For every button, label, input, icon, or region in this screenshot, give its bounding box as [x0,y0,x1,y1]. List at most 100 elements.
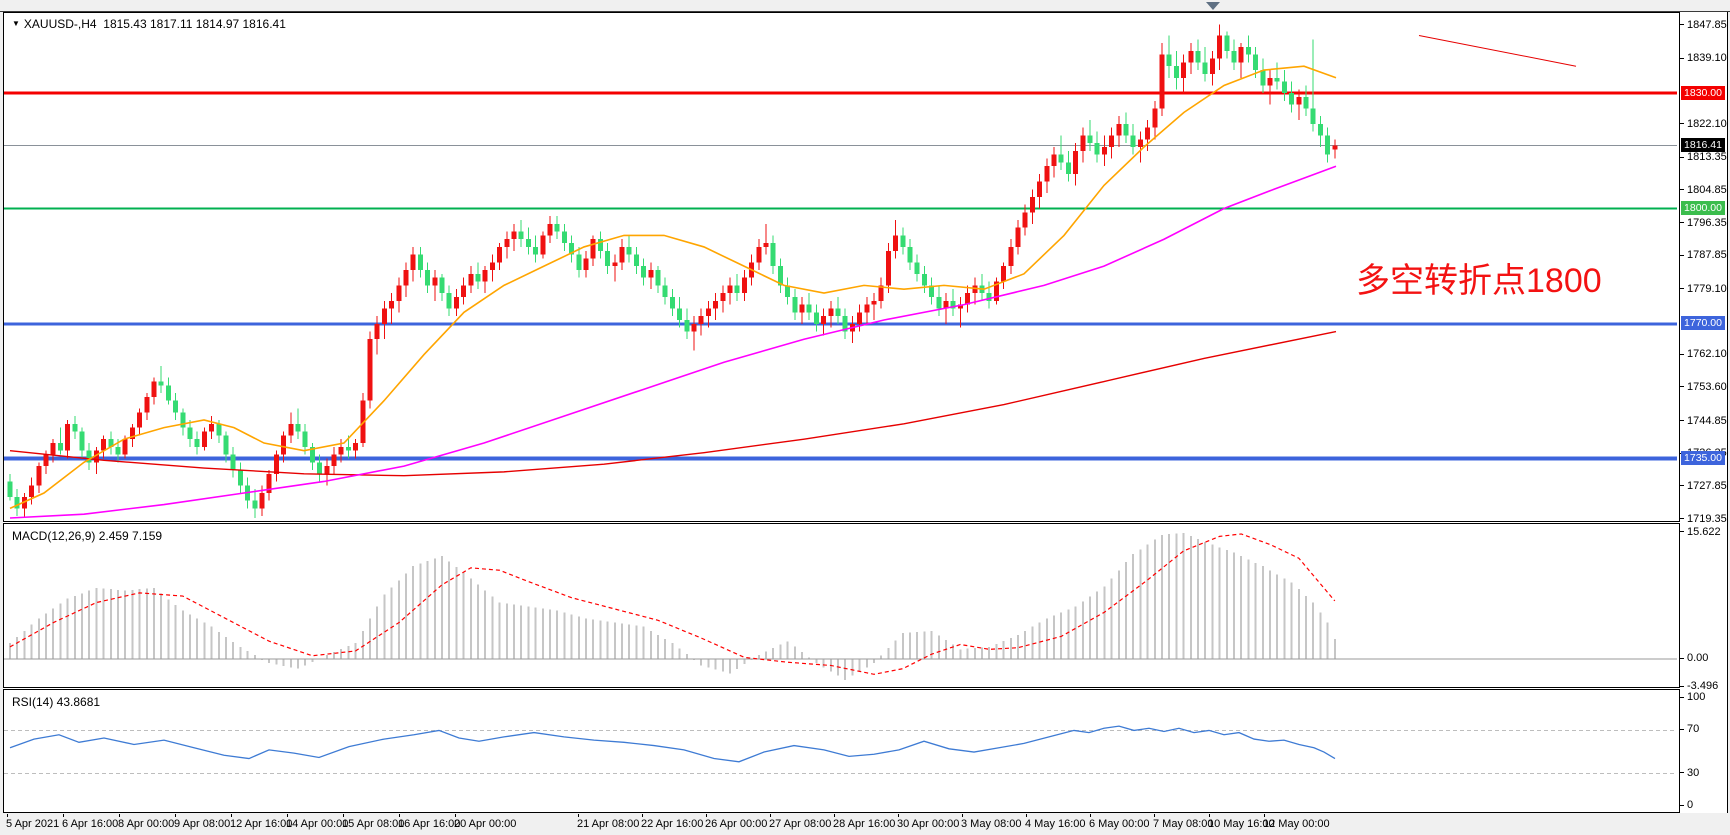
time-tick-mark [1090,814,1091,817]
chart-annotation-text: 多空转折点1800 [1356,262,1602,300]
macd-tick-mark [1680,686,1684,687]
ma-mid-line [9,165,1337,519]
time-axis[interactable]: 5 Apr 2021 6 Apr 16:00 8 Apr 00:00 9 Apr 08… [3,814,1727,835]
ma-slow-line [9,330,1337,477]
time-tick-mark [834,814,835,817]
time-label: 5 Apr 2021 [6,818,60,830]
time-label: 6 May 00:00 [1089,818,1150,830]
time-label: 22 Apr 16:00 [641,818,704,830]
macd-tick-label: 0.00 [1687,652,1709,664]
trendline [1418,34,1577,67]
price-tag-1770.00: 1770.00 [1681,316,1725,331]
price-tag-1735.00: 1735.00 [1681,450,1725,465]
time-label: 9 Apr 08:00 [174,818,231,830]
price-tick-label: 1719.35 [1687,512,1727,525]
price-tick-mark [1680,255,1684,256]
price-tick-label: 1796.35 [1687,216,1727,229]
time-tick-mark [1154,814,1155,817]
time-label: 26 Apr 00:00 [705,818,768,830]
price-tick-mark [1680,386,1684,387]
time-label: 20 Apr 00:00 [454,818,517,830]
time-tick-mark [770,814,771,817]
time-tick-mark [175,814,176,817]
price-tick-mark [1680,288,1684,289]
rsi-tick-mark [1680,805,1684,806]
price-tick-label: 1804.85 [1687,183,1727,196]
symbol-ohlc-label[interactable]: ▼ XAUUSD-,H4 1815.43 1817.11 1814.97 1816… [12,17,286,31]
time-label: 30 Apr 00:00 [897,818,960,830]
scroll-to-end-icon[interactable] [1206,2,1220,10]
price-tick-mark [1680,354,1684,355]
rsi-tick-label: 0 [1687,799,1694,812]
rsi-tick-label: 70 [1687,723,1700,736]
time-tick-mark [399,814,400,817]
symbol-dropdown-icon[interactable]: ▼ [12,19,20,28]
time-tick-mark [578,814,579,817]
time-label: 7 May 08:00 [1153,818,1214,830]
macd-label: MACD(12,26,9) 2.459 7.159 [12,529,163,543]
time-tick-mark [287,814,288,817]
time-label: 16 Apr 16:00 [398,818,461,830]
horizontal-level-lines [4,91,1677,461]
time-label: 10 May 16:00 [1208,818,1275,830]
rsi-label: RSI(14) 43.8681 [12,695,101,709]
macd-signal-line [9,533,1336,675]
time-label: 27 Apr 08:00 [769,818,832,830]
price-tick-label: 1744.85 [1687,414,1727,427]
rsi-tick-mark [1680,772,1684,773]
time-tick-mark [119,814,120,817]
time-tick-mark [63,814,64,817]
macd-tick-mark [1680,658,1684,659]
price-tick-label: 1727.85 [1687,479,1727,492]
price-tick-label: 1813.35 [1687,151,1727,164]
macd-tick-label: -3.496 [1687,680,1719,693]
price-tick-mark [1680,157,1684,158]
time-label: 8 Apr 00:00 [118,818,175,830]
price-tag-1816.41: 1816.41 [1681,137,1725,152]
time-label: 15 Apr 08:00 [342,818,405,830]
macd-tick-label: 15.622 [1687,525,1721,538]
time-label: 3 May 08:00 [961,818,1022,830]
macd-canvas[interactable] [4,524,1677,685]
price-tick-label: 1839.10 [1687,52,1727,65]
macd-histogram [9,533,1336,680]
time-tick-mark [706,814,707,817]
rsi-line [9,725,1336,763]
time-tick-mark [343,814,344,817]
rsi-tick-mark [1680,729,1684,730]
candlestick-canvas[interactable] [4,13,1677,519]
time-tick-mark [898,814,899,817]
time-tick-mark [1264,814,1265,817]
symbol-ohlc-text: XAUUSD-,H4 1815.43 1817.11 1814.97 1816.… [23,17,286,31]
price-tag-1800.00: 1800.00 [1681,200,1725,215]
rsi-tick-mark [1680,697,1684,698]
window-top-strip [0,0,1730,12]
time-tick-mark [231,814,232,817]
price-chart-panel[interactable]: ▼ XAUUSD-,H4 1815.43 1817.11 1814.97 1816… [3,12,1680,522]
time-tick-mark [642,814,643,817]
price-tag-1830.00: 1830.00 [1681,85,1725,100]
time-label: 12 May 00:00 [1263,818,1330,830]
time-tick-mark [7,814,8,817]
price-tick-mark [1680,58,1684,59]
price-tick-label: 1847.85 [1687,18,1727,31]
time-label: 28 Apr 16:00 [833,818,896,830]
price-tick-label: 1822.10 [1687,117,1727,130]
rsi-indicator-panel[interactable]: RSI(14) 43.8681 [3,689,1680,813]
rsi-canvas[interactable] [4,690,1677,810]
time-label: 6 Apr 16:00 [62,818,119,830]
price-tick-mark [1680,222,1684,223]
time-label: 12 Apr 16:00 [230,818,293,830]
price-tick-label: 1779.10 [1687,282,1727,295]
price-tick-label: 1787.85 [1687,249,1727,262]
ma-fast-line [9,65,1337,510]
time-tick-mark [1026,814,1027,817]
macd-tick-mark [1680,531,1684,532]
time-tick-mark [962,814,963,817]
time-label: 14 Apr 00:00 [286,818,349,830]
time-tick-mark [455,814,456,817]
macd-indicator-panel[interactable]: MACD(12,26,9) 2.459 7.159 [3,523,1680,688]
price-axis[interactable]: 1847.85 1839.10 1822.10 1813.35 1804.85 1796.… [1680,12,1727,813]
rsi-tick-label: 100 [1687,691,1706,703]
